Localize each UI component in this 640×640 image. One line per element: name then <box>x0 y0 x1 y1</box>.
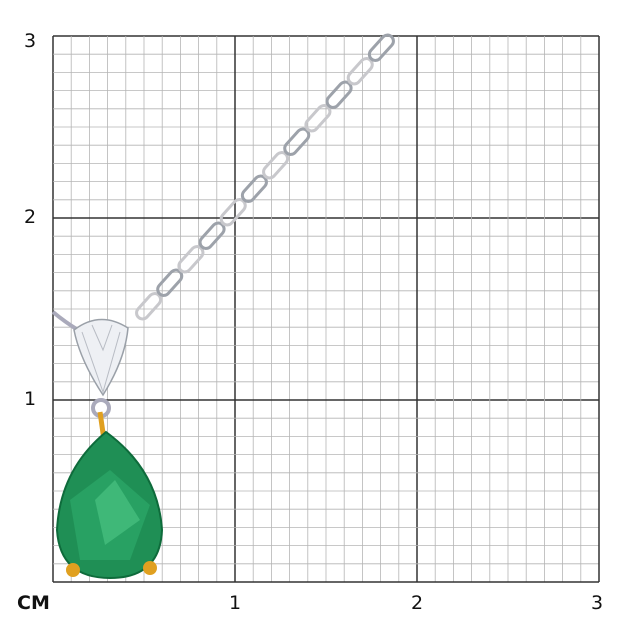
chain-link <box>198 221 226 250</box>
x-tick-label: 2 <box>411 592 424 614</box>
x-tick-label: 3 <box>591 592 604 614</box>
chain-link <box>346 57 374 86</box>
emerald-icon <box>55 411 164 580</box>
chain-link <box>156 268 184 297</box>
chain-link <box>135 292 163 321</box>
chain-link <box>262 151 290 180</box>
diamond-icon <box>73 318 129 418</box>
chain-link <box>367 33 395 62</box>
chain-link <box>51 310 80 332</box>
chain-link <box>240 174 268 203</box>
chain-icon <box>51 33 395 332</box>
y-tick-label: 3 <box>24 30 37 52</box>
chain-link <box>219 198 247 227</box>
x-tick-label: 1 <box>229 592 242 614</box>
y-tick-label: 1 <box>24 388 37 410</box>
chain-link <box>283 127 311 156</box>
y-tick-label: 2 <box>24 206 37 228</box>
unit-label: CM <box>17 592 50 614</box>
chain-link <box>177 245 205 274</box>
chain-link <box>304 104 332 133</box>
chain-link <box>325 80 353 109</box>
